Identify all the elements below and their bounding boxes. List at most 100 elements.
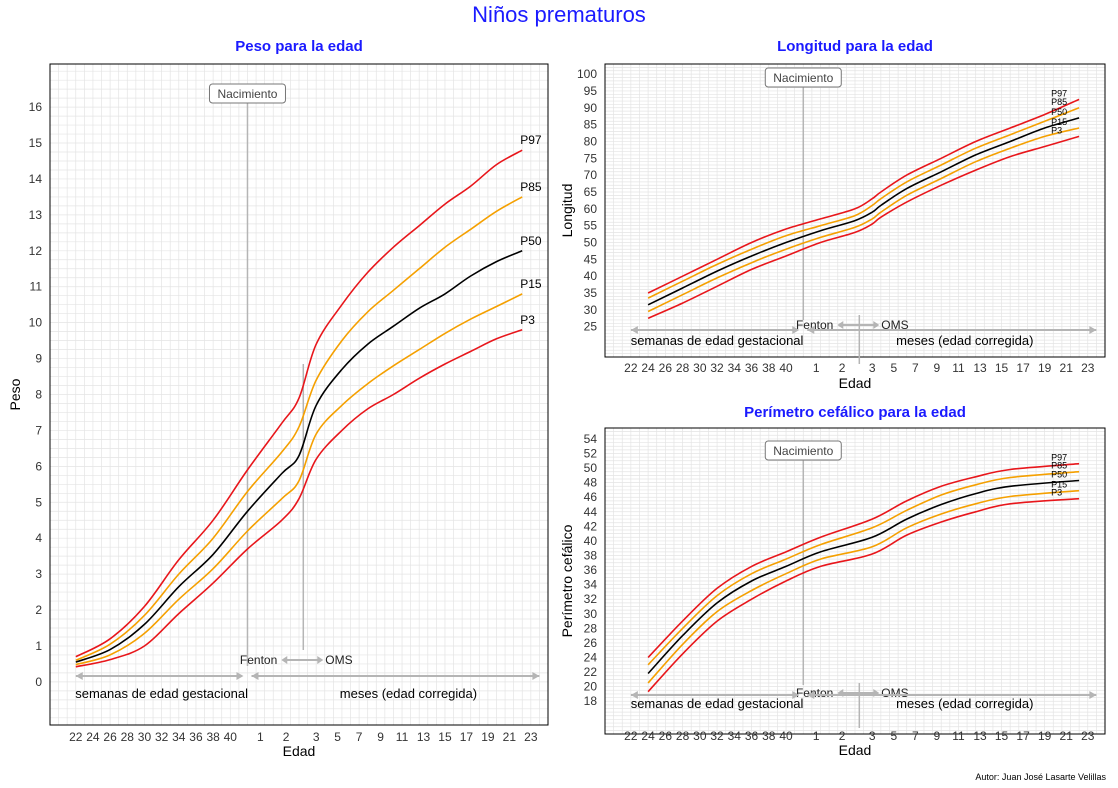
y-axis-label: Peso	[7, 378, 23, 410]
y-tick-label: 30	[584, 303, 598, 317]
x-tick-label: 5	[890, 361, 897, 375]
x-tick-label: 9	[934, 729, 941, 743]
x-tick-label: 32	[155, 730, 169, 744]
birth-label: Nacimiento	[217, 87, 277, 101]
y-tick-label: 12	[29, 244, 43, 258]
x-tick-label: 23	[1081, 361, 1095, 375]
y-tick-label: 50	[584, 461, 598, 475]
y-tick-label: 35	[584, 286, 598, 300]
y-tick-label: 25	[584, 320, 598, 334]
length-chart-title: Longitud para la edad	[777, 38, 933, 55]
x-tick-label: 2	[839, 361, 846, 375]
fenton-label: Fenton	[240, 653, 277, 667]
series-label: P50	[1051, 107, 1067, 117]
x-tick-label: 38	[206, 730, 220, 744]
y-axis-label: Perímetro cefálico	[559, 524, 575, 637]
months-arrow-head	[532, 672, 540, 680]
y-tick-label: 85	[584, 118, 598, 132]
series-label: P85	[1051, 461, 1067, 471]
x-tick-label: 32	[710, 729, 724, 743]
x-tick-label: 7	[912, 729, 919, 743]
series-line-p85	[647, 470, 1080, 666]
series-label: P3	[520, 313, 535, 327]
y-tick-label: 40	[584, 534, 598, 548]
x-tick-label: 40	[779, 729, 793, 743]
weight-frame	[49, 63, 549, 726]
series-line-p15	[647, 489, 1080, 684]
main-title: Niños prematuros	[472, 2, 646, 27]
oms-arrow-head	[873, 321, 880, 329]
y-tick-label: 100	[577, 67, 597, 81]
y-tick-label: 52	[584, 447, 598, 461]
months-label: meses (edad corregida)	[896, 696, 1033, 711]
months-arrow-head	[1089, 326, 1097, 334]
y-tick-label: 45	[584, 252, 598, 266]
series-line-p85	[75, 196, 523, 662]
y-tick-label: 1	[35, 639, 42, 653]
y-tick-label: 24	[584, 651, 598, 665]
x-tick-label: 2	[839, 729, 846, 743]
x-tick-label: 36	[745, 361, 759, 375]
x-tick-label: 13	[973, 729, 987, 743]
x-tick-label: 40	[224, 730, 238, 744]
x-tick-label: 19	[1038, 361, 1052, 375]
weeks-arrow-head	[236, 672, 244, 680]
x-tick-label: 3	[313, 730, 320, 744]
x-tick-label: 22	[624, 729, 638, 743]
y-tick-label: 65	[584, 185, 598, 199]
series-line-p3	[647, 135, 1080, 320]
months-arrow-head	[251, 672, 259, 680]
fenton-arrow-head	[281, 656, 288, 664]
y-tick-label: 44	[584, 505, 598, 519]
series-line-p50	[75, 250, 523, 663]
y-tick-label: 30	[584, 607, 598, 621]
x-tick-label: 30	[693, 729, 707, 743]
months-label: meses (edad corregida)	[340, 686, 477, 701]
x-tick-label: 34	[728, 729, 742, 743]
y-tick-label: 6	[35, 459, 42, 473]
y-tick-label: 60	[584, 202, 598, 216]
series-line-p50	[647, 479, 1080, 675]
x-tick-label: 23	[524, 730, 538, 744]
y-tick-label: 16	[29, 100, 43, 114]
series-line-p97	[75, 149, 523, 658]
length-frame	[604, 63, 1106, 358]
weeks-label: semanas de edad gestacional	[75, 686, 248, 701]
x-tick-label: 11	[952, 361, 965, 375]
oms-label: OMS	[325, 653, 352, 667]
x-tick-label: 26	[659, 729, 673, 743]
x-tick-label: 13	[973, 361, 987, 375]
series-label: P3	[1051, 125, 1062, 135]
x-tick-label: 30	[693, 361, 707, 375]
series-label: P3	[1051, 488, 1062, 498]
x-tick-label: 7	[912, 361, 919, 375]
x-tick-label: 26	[103, 730, 117, 744]
head-frame	[604, 427, 1106, 735]
y-axis-label: Longitud	[559, 184, 575, 238]
y-tick-label: 10	[29, 316, 43, 330]
series-label: P50	[520, 234, 542, 248]
birth-label-box	[208, 83, 286, 104]
x-tick-label: 1	[813, 361, 820, 375]
x-axis-label: Edad	[839, 742, 872, 758]
y-tick-label: 34	[584, 578, 598, 592]
x-tick-label: 3	[869, 361, 876, 375]
x-tick-label: 38	[762, 729, 776, 743]
length-grid	[604, 63, 1105, 358]
series-label: P15	[520, 277, 542, 291]
x-tick-label: 11	[396, 730, 409, 744]
x-tick-label: 1	[257, 730, 264, 744]
x-tick-label: 9	[377, 730, 384, 744]
weeks-arrow-head	[75, 672, 83, 680]
x-tick-label: 22	[624, 361, 638, 375]
series-label: P85	[1051, 97, 1067, 107]
series-line-p15	[75, 293, 523, 666]
y-tick-label: 50	[584, 235, 598, 249]
y-tick-label: 0	[35, 675, 42, 689]
x-tick-label: 40	[779, 361, 793, 375]
weeks-arrow-head	[792, 691, 800, 699]
oms-arrow-head	[317, 656, 324, 664]
x-tick-label: 9	[934, 361, 941, 375]
y-tick-label: 46	[584, 490, 598, 504]
